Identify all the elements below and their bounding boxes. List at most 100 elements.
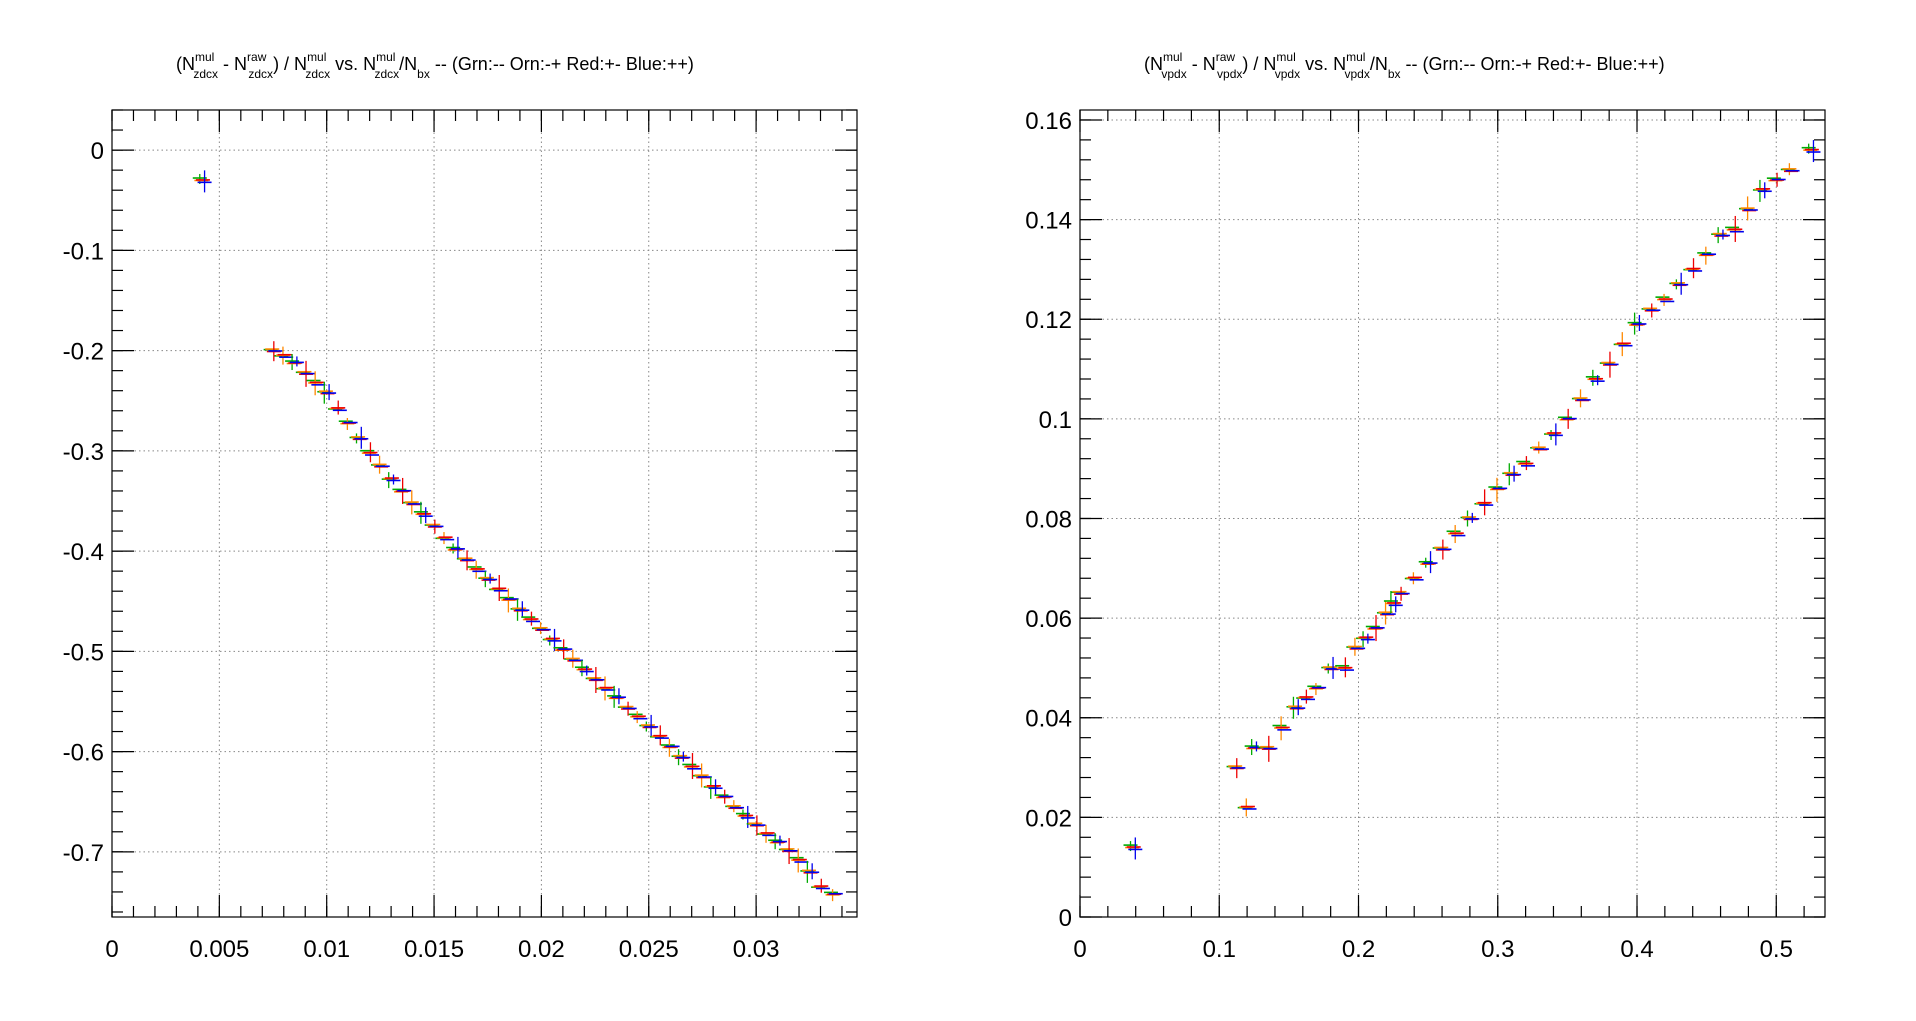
right-y-tick-label: 0.02	[1025, 805, 1072, 832]
right-y-tick-label: 0.08	[1025, 506, 1072, 533]
left-plot-frame	[111, 109, 858, 918]
right-data-point	[1488, 477, 1508, 502]
right-data-point	[1226, 758, 1246, 779]
left-data-point	[811, 878, 830, 893]
left-data-point	[585, 667, 605, 694]
left-data-point	[650, 725, 669, 746]
right-x-tick-label: 0	[1073, 936, 1086, 963]
right-data-point	[1697, 246, 1717, 265]
right-data-point	[1627, 312, 1647, 335]
right-grid	[1080, 110, 1825, 917]
left-data-point	[381, 472, 401, 489]
left-data-point	[338, 417, 358, 430]
right-y-tick-label: 0.06	[1025, 606, 1072, 633]
right-data-point	[1237, 798, 1257, 817]
right-data-point	[1376, 600, 1396, 625]
left-data-point	[328, 400, 347, 415]
right-data-point	[1711, 227, 1730, 244]
left-data-point	[192, 170, 212, 193]
left-data-point	[392, 477, 412, 504]
right-x-tick-label: 0.2	[1342, 936, 1375, 963]
left-data-point	[370, 455, 390, 474]
left-axis-ticks	[111, 109, 857, 917]
left-x-tick-label: 0.01	[303, 936, 350, 963]
left-data-point	[564, 649, 583, 668]
right-data-point	[1404, 572, 1424, 585]
left-x-tick-label: 0.025	[619, 936, 679, 963]
left-chart-title: (Nmul zdcx - Nraw zdcx) / Nmul zdcx vs. Nmu…	[176, 50, 694, 81]
left-y-tick-label: -0.1	[63, 238, 104, 265]
right-data-point	[1272, 716, 1292, 741]
right-data-point	[1613, 332, 1633, 357]
left-tick-labels: 0 0.005 0.01 0.015 0.02 0.025 0.03 0 -0.1 -0.2 -0.…	[63, 138, 780, 963]
left-data-point	[413, 501, 433, 524]
left-data-point	[628, 711, 648, 724]
left-data-point	[306, 371, 326, 396]
left-data-point	[768, 833, 787, 850]
left-data-points	[192, 170, 843, 902]
left-x-tick-label: 0.005	[189, 936, 249, 963]
right-chart-title: (Nmul vpdx - Nraw vpdx) / Nmul vpdx vs. Nmu…	[1144, 50, 1665, 81]
left-y-tick-label: -0.7	[63, 840, 104, 867]
left-data-point	[660, 738, 680, 757]
right-data-point	[1365, 615, 1385, 642]
right-data-points	[1123, 140, 1821, 860]
left-chart-panel: (Nmul zdcx - Nraw zdcx) / Nmul zdcx vs. Nmu…	[63, 50, 858, 963]
left-data-point	[671, 749, 691, 766]
right-tick-labels: 0 0.1 0.2 0.3 0.4 0.5 0 0.02 0.04 0.06 0.08 0.1 0.12…	[1025, 108, 1793, 963]
right-data-point	[1530, 441, 1549, 454]
left-data-point	[693, 763, 712, 788]
right-y-tick-label: 0.1	[1039, 407, 1072, 434]
right-data-point	[1296, 689, 1315, 704]
right-data-point	[1725, 215, 1744, 242]
right-data-point	[1346, 637, 1366, 656]
right-x-tick-label: 0.4	[1620, 936, 1653, 963]
left-data-point	[521, 611, 541, 626]
left-y-tick-label: -0.3	[63, 439, 104, 466]
right-data-point	[1258, 735, 1278, 762]
left-data-point	[800, 860, 820, 883]
left-y-tick-label: -0.6	[63, 740, 104, 767]
right-plot-frame	[1079, 109, 1826, 918]
right-x-tick-label: 0.5	[1760, 936, 1793, 963]
right-y-tick-label: 0.16	[1025, 108, 1072, 135]
right-data-point	[1752, 179, 1772, 202]
right-data-point	[1123, 837, 1143, 860]
left-data-point	[757, 824, 777, 843]
right-data-point	[1557, 408, 1577, 429]
left-grid	[112, 110, 857, 917]
right-data-point	[1766, 172, 1786, 187]
right-data-point	[1739, 196, 1758, 221]
left-data-point	[574, 660, 594, 677]
left-data-point	[478, 571, 498, 588]
right-data-point	[1655, 293, 1675, 306]
left-data-point	[456, 550, 476, 571]
right-y-tick-label: 0	[1059, 905, 1072, 932]
right-axis-ticks	[1079, 110, 1825, 918]
right-data-point	[1599, 351, 1619, 378]
right-y-tick-label: 0.14	[1025, 208, 1072, 235]
left-data-point	[617, 701, 637, 716]
left-data-point	[531, 622, 551, 635]
left-data-point	[639, 714, 659, 737]
left-data-point	[403, 490, 422, 515]
right-y-tick-label: 0.12	[1025, 307, 1072, 334]
right-data-point	[1585, 369, 1605, 386]
left-data-point	[789, 848, 809, 873]
right-data-point	[1544, 423, 1563, 446]
left-data-point	[746, 815, 766, 836]
left-data-point	[446, 536, 465, 559]
left-data-point	[295, 360, 315, 387]
left-x-tick-label: 0.02	[518, 936, 565, 963]
left-data-point	[274, 346, 294, 365]
right-data-point	[1502, 463, 1522, 486]
left-data-point	[607, 685, 626, 708]
right-x-tick-label: 0.1	[1203, 936, 1236, 963]
right-data-point	[1286, 696, 1306, 719]
left-data-point	[263, 341, 283, 362]
left-y-tick-label: -0.4	[63, 539, 104, 566]
right-data-point	[1446, 525, 1466, 544]
left-data-point	[703, 776, 723, 799]
left-data-point	[499, 588, 519, 613]
left-data-point	[467, 560, 487, 579]
